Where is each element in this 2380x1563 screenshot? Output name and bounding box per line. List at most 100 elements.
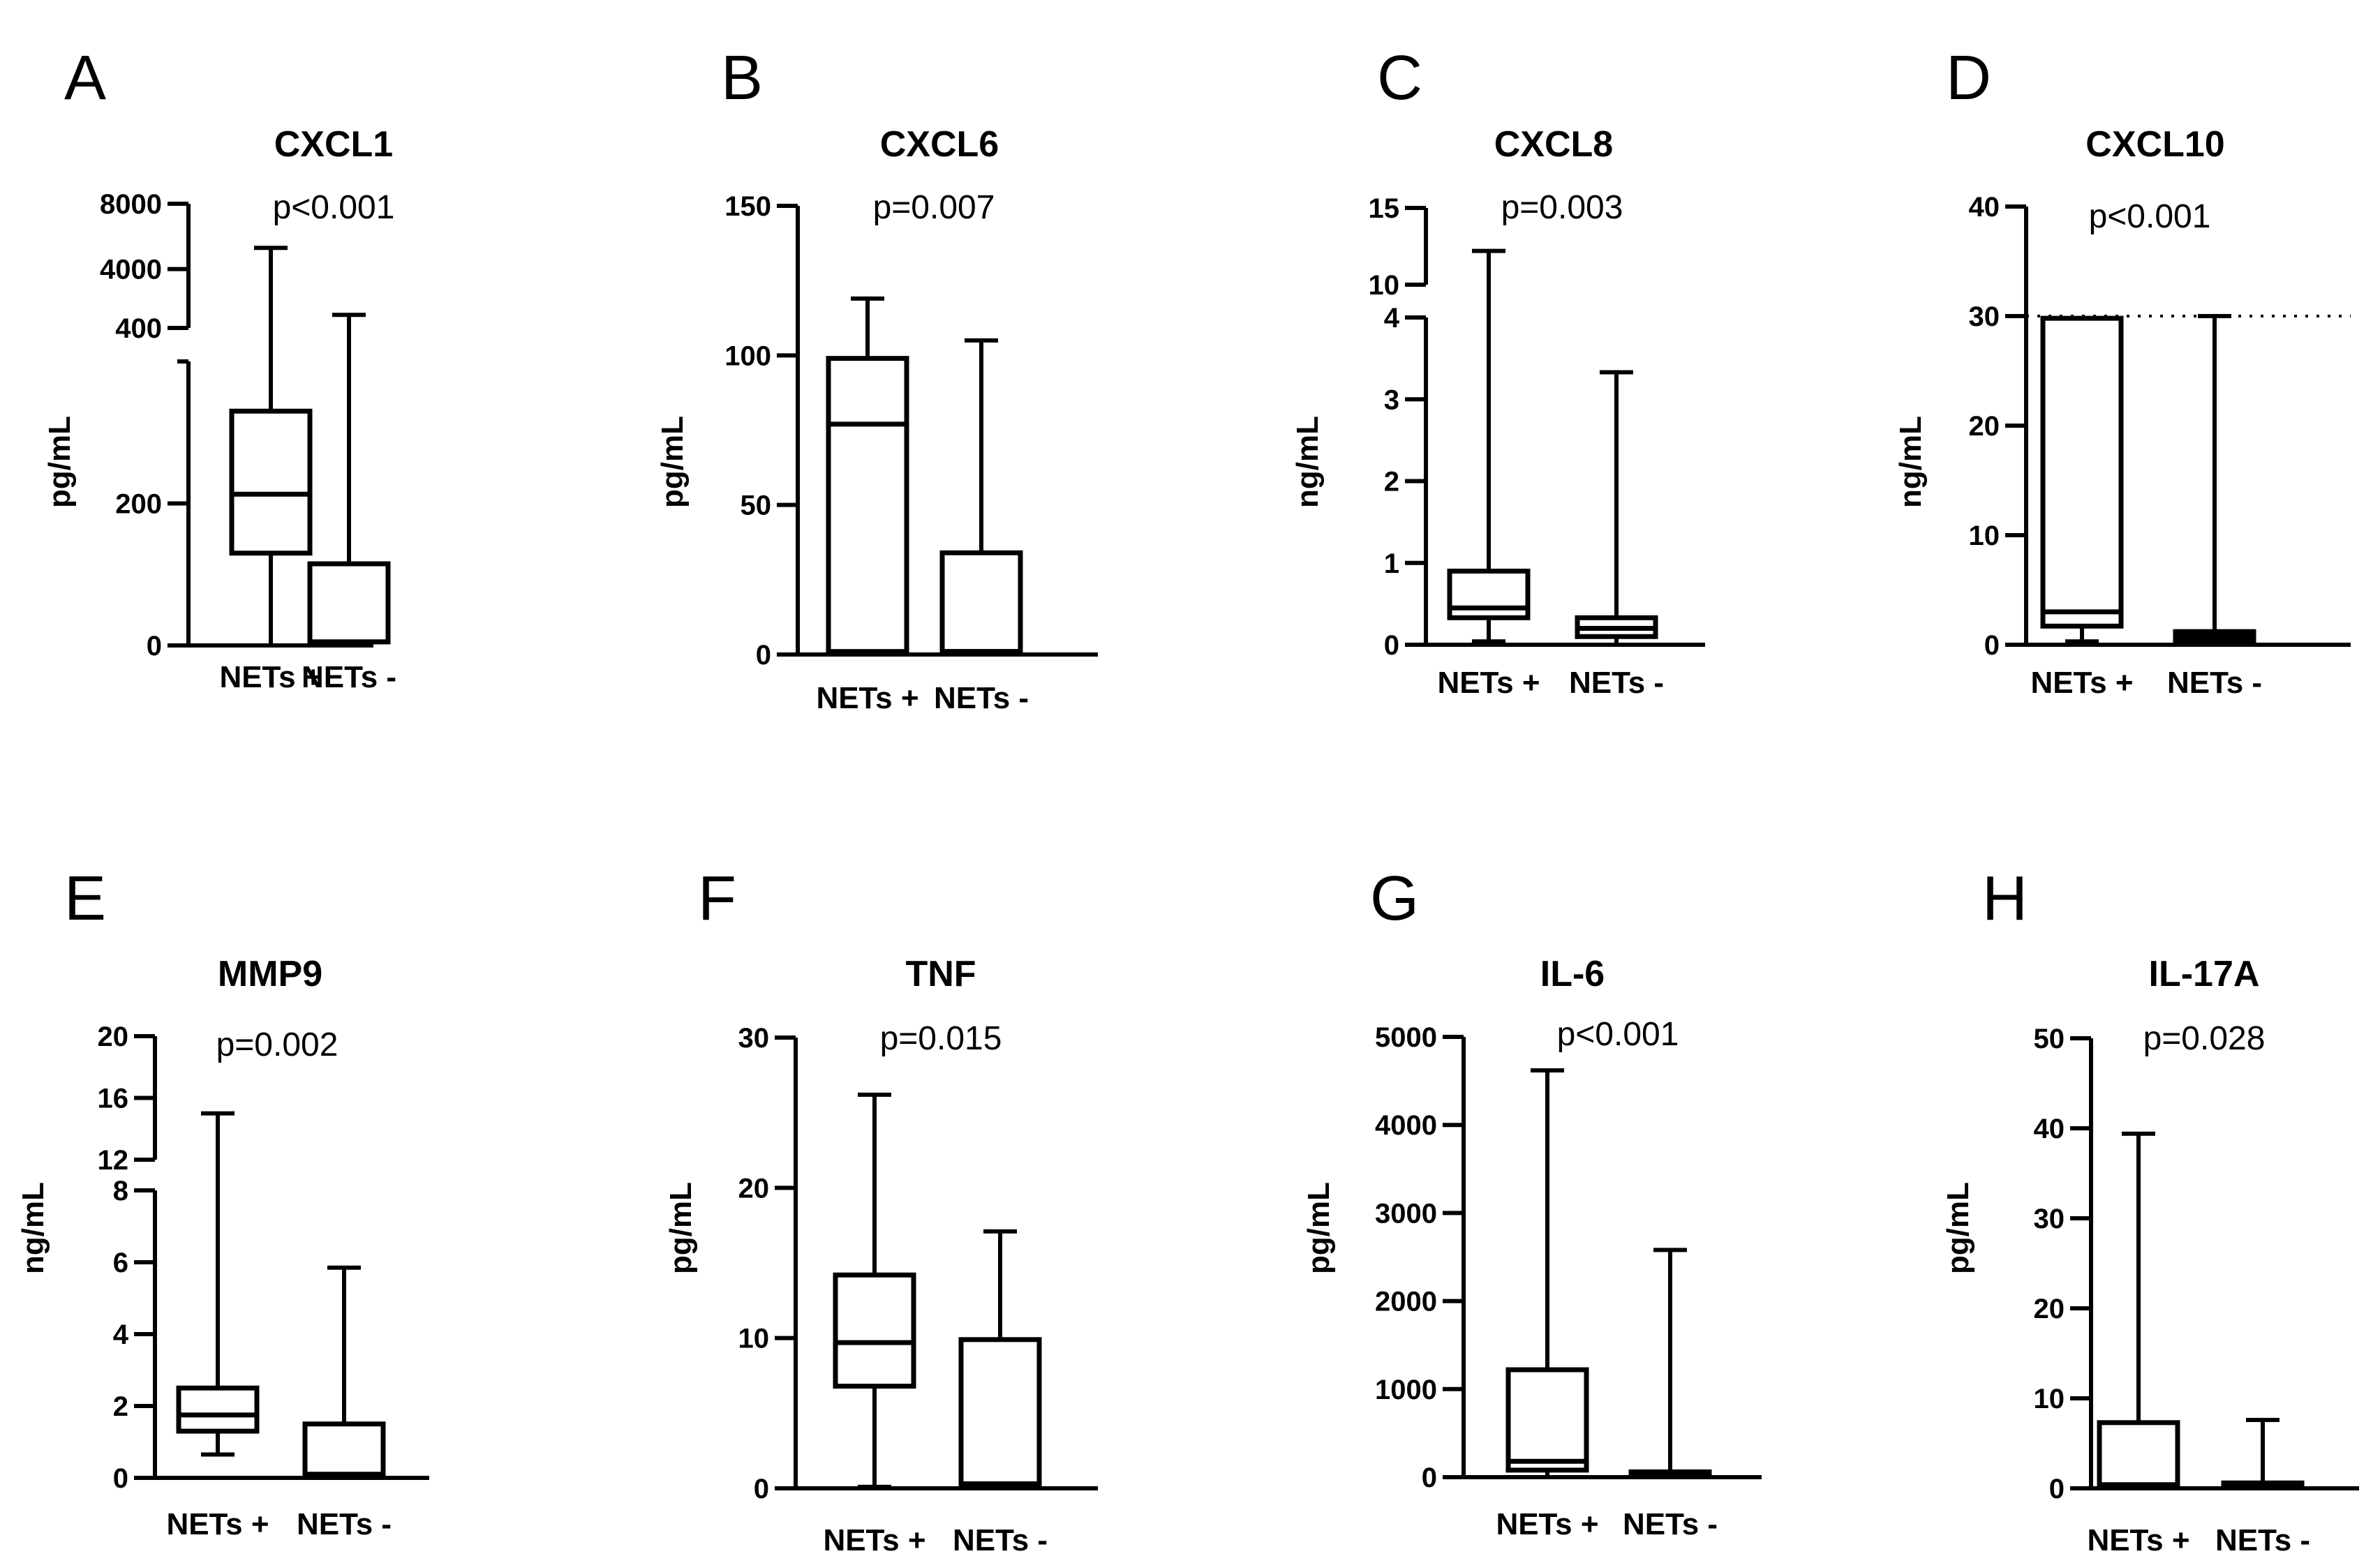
iqr-box xyxy=(939,550,1023,655)
y-tick-label: 4 xyxy=(113,1319,129,1350)
y-tick-label: 30 xyxy=(738,1023,770,1054)
iqr-box xyxy=(2040,315,2124,629)
panel-letter: E xyxy=(64,864,106,934)
p-value: p<0.001 xyxy=(2089,198,2211,235)
x-category-label: NETs + xyxy=(2087,1523,2189,1557)
y-tick-label: 0 xyxy=(1422,1463,1437,1493)
y-tick-label: 400 xyxy=(115,313,162,344)
chart-title: TNF xyxy=(905,954,976,994)
x-category-label: NETs - xyxy=(934,681,1029,715)
y-tick-label: 8000 xyxy=(100,189,162,220)
box-nets-positive xyxy=(826,296,909,657)
box-nets-positive xyxy=(833,1092,916,1489)
box-nets-negative xyxy=(2221,1417,2305,1490)
y-tick-label: 4000 xyxy=(100,255,162,285)
iqr-box xyxy=(826,356,909,655)
box-nets-positive xyxy=(2040,315,2124,644)
panel-letter: C xyxy=(1377,43,1422,113)
iqr-box xyxy=(2097,1420,2180,1488)
iqr-box xyxy=(833,1272,916,1389)
panel-b: B CXCL6 p=0.007 0 50 100 150 NETs + NETs - pg/mL xyxy=(655,43,1098,715)
x-category-label: NETs - xyxy=(2167,666,2262,700)
y-tick-label: 0 xyxy=(2049,1474,2065,1504)
y-tick-label: 0 xyxy=(754,1474,769,1504)
y-tick-label: 50 xyxy=(741,491,772,521)
y-tick-label: 5000 xyxy=(1375,1022,1437,1053)
x-category-label: NETs - xyxy=(1623,1507,1718,1541)
x-category-label: NETs + xyxy=(1496,1507,1598,1541)
x-category-label: NETs + xyxy=(1437,666,1540,700)
x-category-label: NETs + xyxy=(219,660,322,694)
p-value: p=0.015 xyxy=(880,1020,1002,1057)
chart-title: MMP9 xyxy=(218,954,322,994)
y-tick-label: 20 xyxy=(738,1173,770,1204)
x-category-label: NETs + xyxy=(823,1523,925,1557)
iqr-box xyxy=(229,408,313,556)
iqr-box xyxy=(1447,568,1531,620)
y-tick-label: 8 xyxy=(113,1176,128,1206)
y-axis-label: ng/mL xyxy=(1291,416,1325,508)
p-value: p=0.007 xyxy=(873,189,995,226)
y-tick-label: 150 xyxy=(724,191,771,222)
p-value: p=0.003 xyxy=(1501,189,1623,226)
panel-letter: B xyxy=(721,43,763,113)
p-value: p=0.028 xyxy=(2143,1020,2266,1057)
y-tick-label: 2 xyxy=(113,1391,128,1422)
box-nets-negative xyxy=(939,338,1023,657)
y-tick-label: 0 xyxy=(1384,630,1399,661)
y-tick-label: 20 xyxy=(2034,1294,2065,1324)
y-axis-label: pg/mL xyxy=(43,416,77,508)
panel-letter: A xyxy=(64,43,106,113)
chart-title: CXCL8 xyxy=(1494,124,1613,165)
y-tick-label: 0 xyxy=(756,640,771,671)
box-nets-negative xyxy=(307,313,391,648)
y-tick-label: 20 xyxy=(98,1022,129,1052)
y-axis-label: pg/mL xyxy=(664,1182,698,1274)
box-nets-positive xyxy=(229,246,313,648)
panel-h: H IL-17A p=0.028 0 10 20 30 40 50 NETs + NETs - pg/… xyxy=(1941,864,2359,1557)
box-nets-positive xyxy=(176,1111,260,1457)
y-tick-label: 16 xyxy=(98,1084,129,1114)
panel-letter: F xyxy=(698,864,736,934)
y-axis-label: ng/mL xyxy=(1894,416,1928,508)
panel-letter: H xyxy=(1982,864,2028,934)
y-tick-label: 4 xyxy=(1384,303,1400,334)
y-tick-label: 3 xyxy=(1384,384,1399,415)
y-tick-label: 100 xyxy=(724,341,771,371)
chart-title: IL-6 xyxy=(1540,954,1605,994)
p-value: p<0.001 xyxy=(273,189,395,226)
iqr-box xyxy=(302,1421,386,1477)
box-nets-negative xyxy=(2173,314,2256,647)
chart-title: IL-17A xyxy=(2149,954,2260,994)
box-nets-negative xyxy=(958,1229,1042,1490)
p-value: p=0.002 xyxy=(216,1026,339,1063)
y-tick-label: 3000 xyxy=(1375,1198,1437,1229)
y-tick-label: 10 xyxy=(738,1324,770,1354)
x-category-label: NETs - xyxy=(302,660,396,694)
y-tick-label: 0 xyxy=(113,1463,128,1494)
y-axis-label: ng/mL xyxy=(16,1182,50,1274)
panel-a: A CXCL1 p<0.001 0 200 400 4000 8000 NETs +NETs -… xyxy=(43,43,396,694)
x-category-label: NETs - xyxy=(2215,1523,2310,1557)
y-tick-label: 4000 xyxy=(1375,1110,1437,1141)
y-axis-label: pg/mL xyxy=(1302,1182,1336,1274)
chart-title: CXCL6 xyxy=(880,124,999,165)
y-tick-label: 2000 xyxy=(1375,1287,1437,1317)
y-tick-label: 20 xyxy=(1969,411,2000,442)
x-category-label: NETs + xyxy=(816,681,918,715)
y-tick-label: 10 xyxy=(2034,1384,2065,1414)
panel-g: G IL-6 p<0.001 0 1000 2000 3000 4000 5000 NETs + N… xyxy=(1302,864,1762,1541)
x-category-label: NETs + xyxy=(2030,666,2133,700)
x-category-label: NETs - xyxy=(297,1507,392,1541)
chart-title: CXCL10 xyxy=(2085,124,2224,165)
box-nets-negative xyxy=(302,1265,386,1480)
y-axis-label: pg/mL xyxy=(1941,1182,1975,1274)
iqr-box xyxy=(307,561,391,645)
y-tick-label: 10 xyxy=(1369,270,1400,301)
y-tick-label: 30 xyxy=(2034,1204,2065,1234)
y-tick-label: 0 xyxy=(1984,630,2000,661)
y-tick-label: 30 xyxy=(1969,301,2000,332)
panel-e: E MMP9 p=0.002 0 2 4 6 812 16 20 NETs + NETs - ng/mL xyxy=(16,864,429,1541)
iqr-box xyxy=(958,1337,1042,1487)
